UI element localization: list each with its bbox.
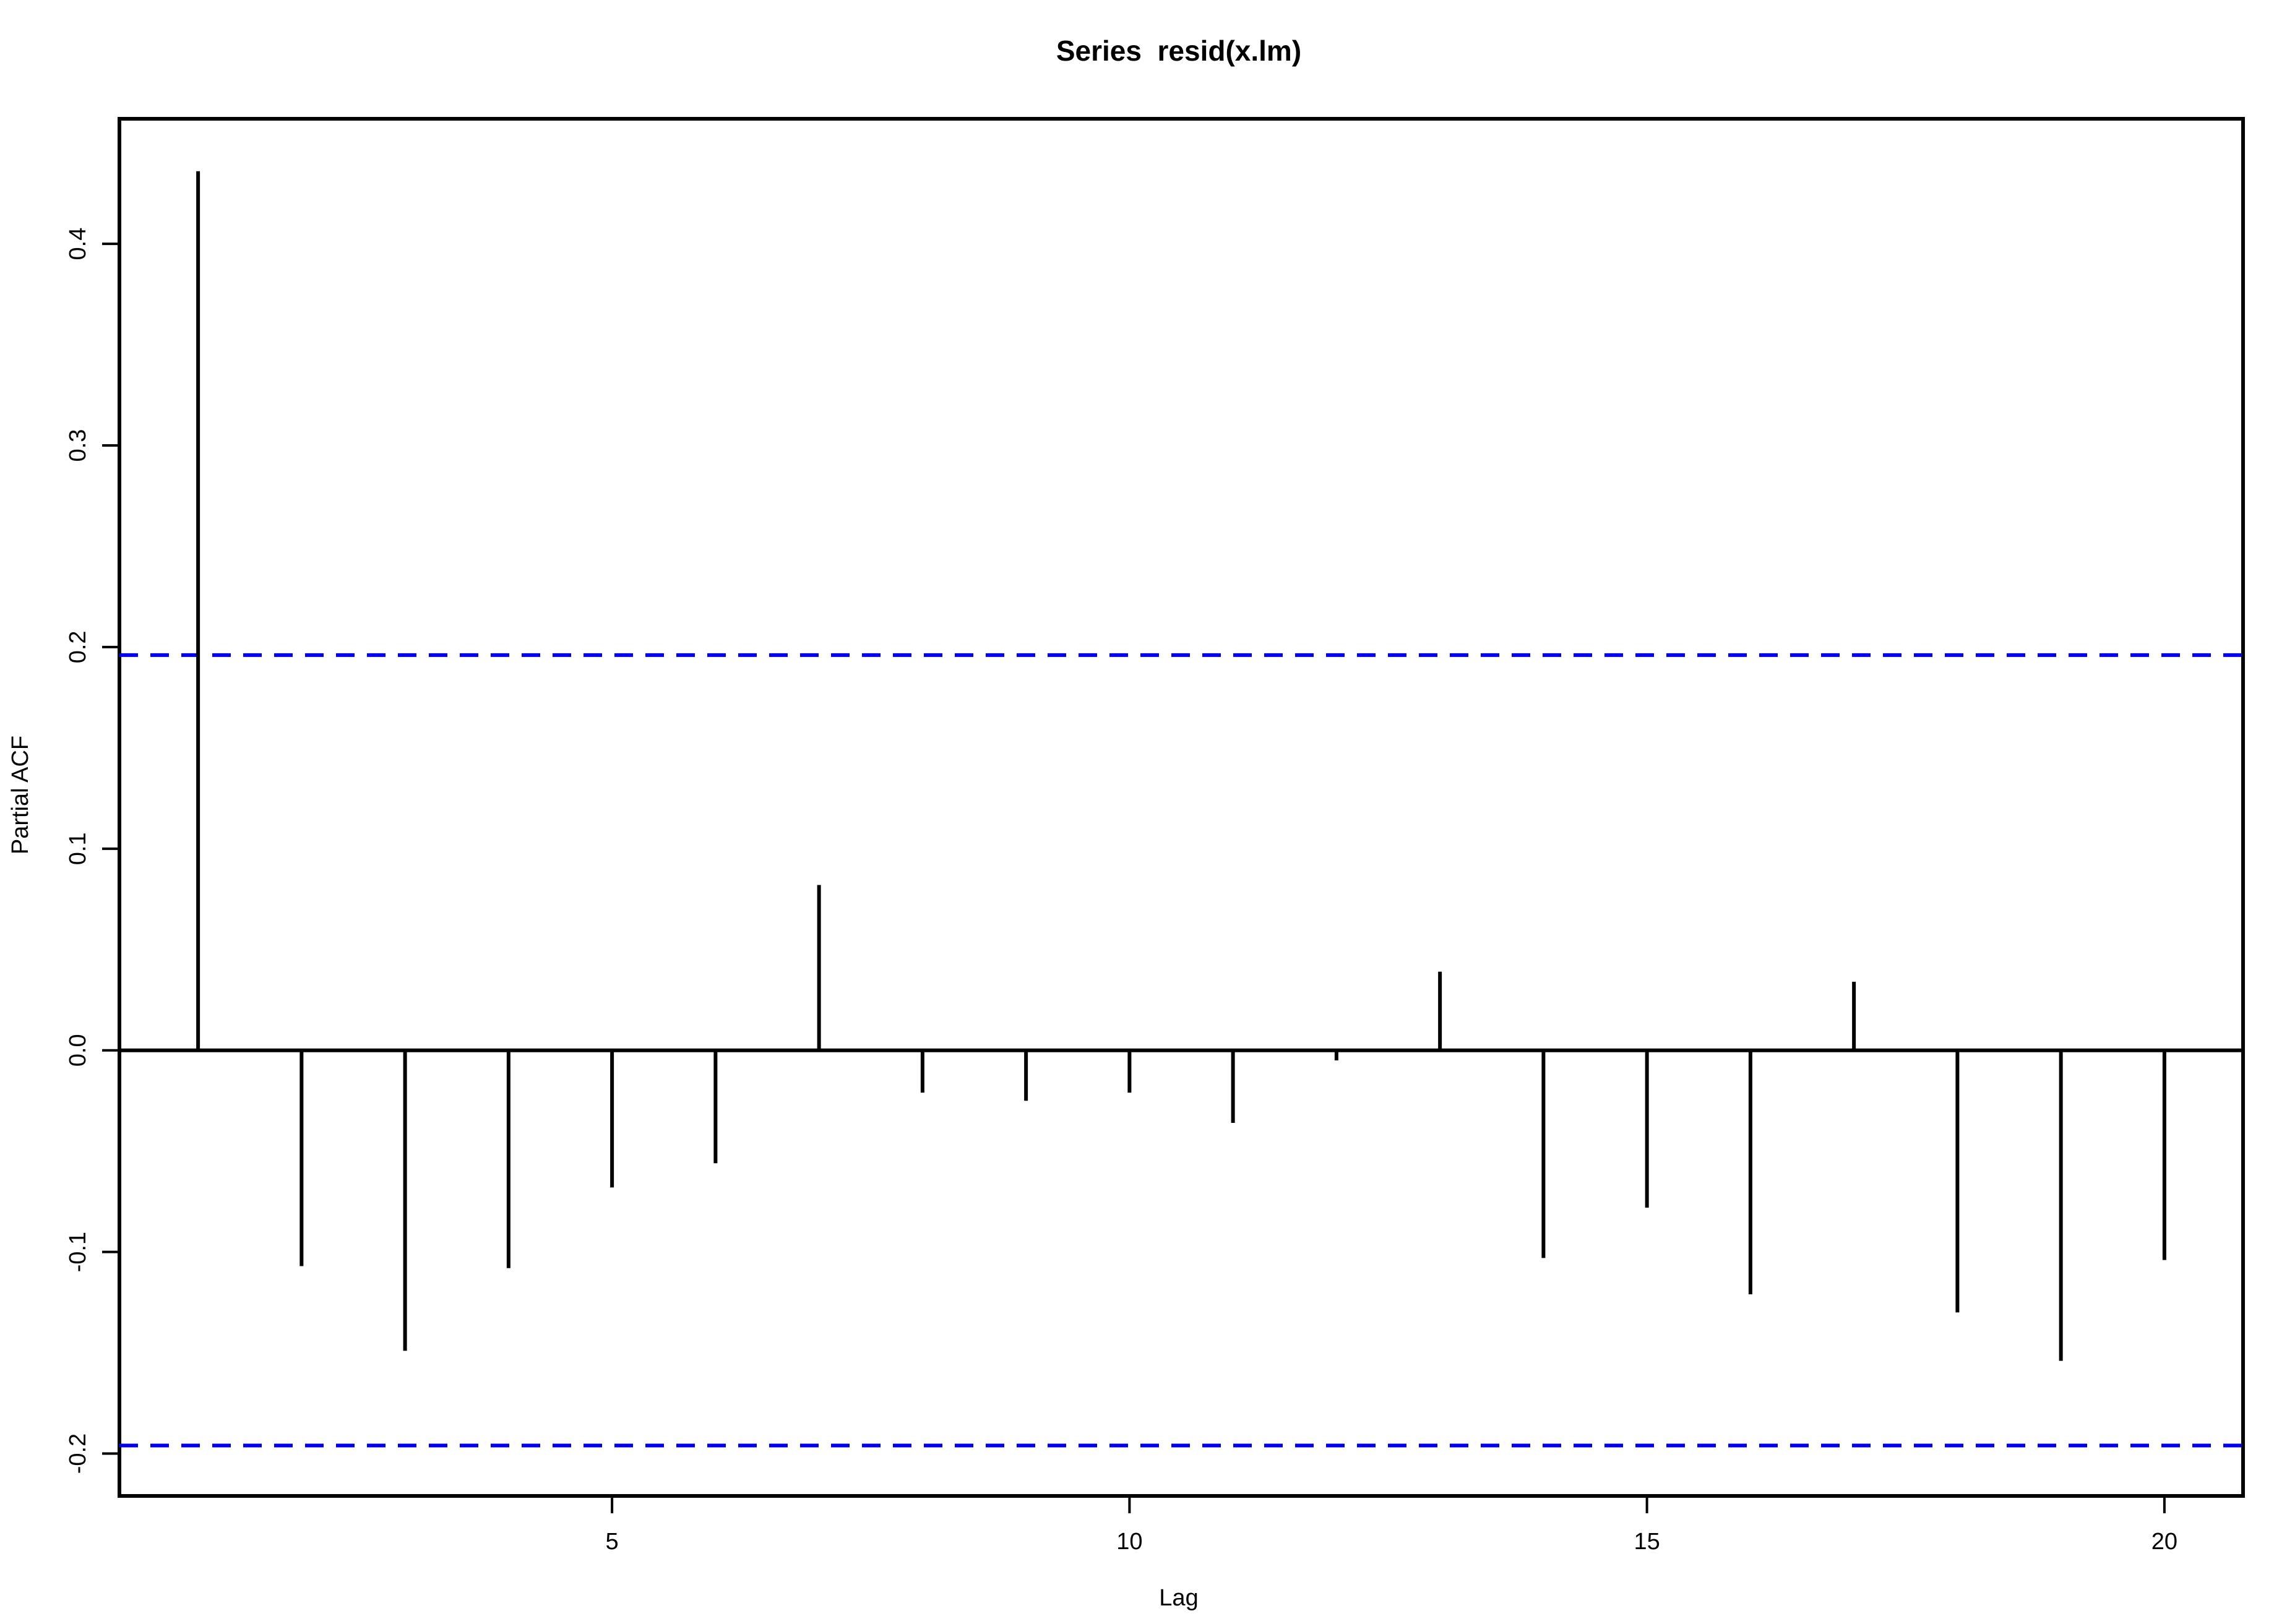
y-tick-label-5: 0.3 [65, 429, 91, 462]
plot-frame [118, 117, 2245, 1498]
y-tick-label-0: -0.2 [65, 1433, 91, 1474]
plot-area: 5 10 15 20 -0.2 -0.1 0.0 0.1 0.2 0.3 0.4 [65, 117, 2245, 1555]
y-tick-label-1: -0.1 [65, 1232, 91, 1272]
x-axis-label: Lag [1159, 1585, 1198, 1611]
y-tick-label-3: 0.1 [65, 832, 91, 865]
y-axis-label: Partial ACF [7, 736, 33, 854]
y-tick-label-6: 0.4 [65, 228, 91, 260]
x-tick-label-5: 5 [606, 1529, 619, 1555]
x-tick-label-15: 15 [1634, 1529, 1660, 1555]
x-tick-label-10: 10 [1116, 1529, 1142, 1555]
x-tick-label-20: 20 [2151, 1529, 2177, 1555]
y-tick-label-2: 0.0 [65, 1034, 91, 1067]
chart-title: Series resid(x.lm) [1056, 35, 1301, 67]
y-tick-label-4: 0.2 [65, 630, 91, 663]
